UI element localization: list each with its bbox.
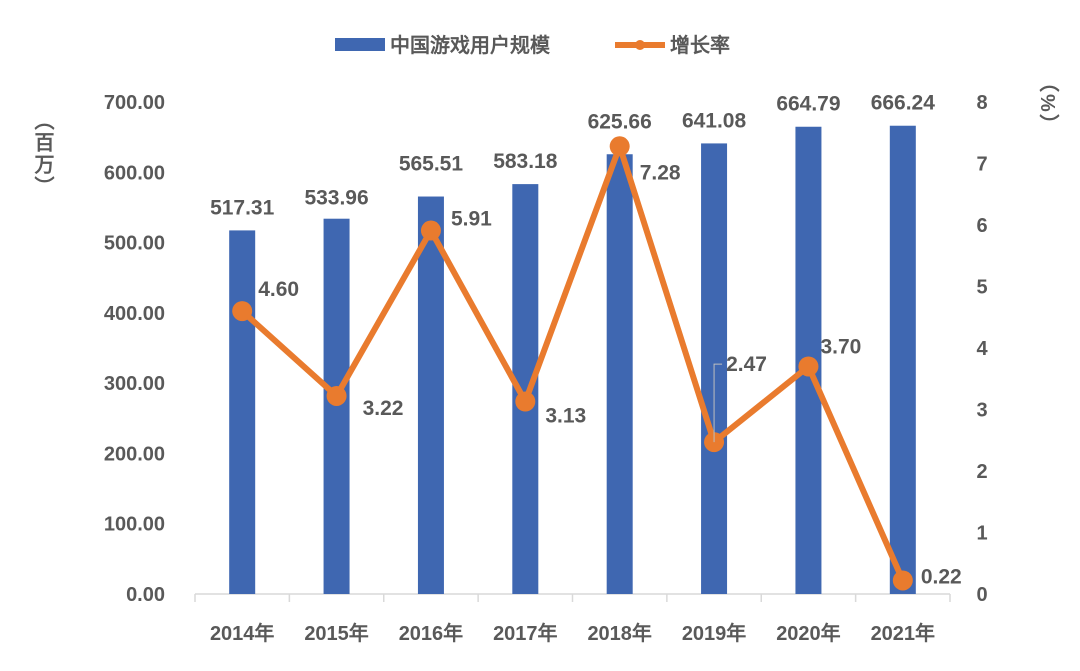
- growth-point: [232, 301, 253, 322]
- bar: [417, 196, 444, 594]
- line-data-label: 7.28: [640, 161, 681, 184]
- y-right-axis-title: （%）: [1036, 72, 1059, 136]
- growth-line: [240, 143, 906, 582]
- y-left-tick-label: 700.00: [104, 92, 165, 114]
- y-right-tick-label: 2: [976, 461, 987, 483]
- bar: [323, 218, 350, 594]
- bar: [606, 154, 633, 594]
- bar-data-label: 641.08: [682, 109, 747, 132]
- legend-line-marker: [635, 40, 645, 50]
- line-data-label: 0.22: [921, 565, 962, 588]
- bar-data-label: 664.79: [776, 93, 840, 116]
- y-right-tick-label: 3: [976, 400, 987, 422]
- x-tick-label: 2021年: [871, 621, 936, 645]
- legend-bar-label: 中国游戏用户规模: [390, 33, 551, 57]
- y-left-tick-label: 500.00: [104, 233, 165, 255]
- y-right-tick-label: 0: [976, 584, 987, 606]
- legend-bar-swatch: [335, 38, 385, 51]
- y-left-tick-label: 300.00: [104, 373, 165, 395]
- bar-data-label: 625.66: [588, 110, 652, 133]
- bar-data-label: 517.31: [210, 196, 275, 219]
- y-right-tick-label: 6: [976, 215, 987, 237]
- bar-data-label: 666.24: [871, 92, 936, 115]
- growth-point: [515, 391, 536, 412]
- growth-point: [609, 136, 630, 157]
- y-left-tick-label: 400.00: [104, 303, 165, 325]
- growth-point: [798, 356, 819, 377]
- leader-line: [713, 363, 723, 443]
- y-right-tick-label: 5: [976, 277, 987, 299]
- line-data-label: 3.13: [545, 405, 586, 428]
- y-right-tick-label: 8: [976, 92, 987, 114]
- y-right-tick-label: 4: [976, 338, 988, 360]
- bar: [889, 125, 916, 594]
- legend-line-label: 增长率: [670, 33, 730, 57]
- line-data-label: 4.60: [258, 278, 299, 301]
- line-data-label: 2.47: [726, 353, 767, 376]
- x-tick-label: 2018年: [587, 621, 652, 645]
- y-left-axis-title: （百万）: [31, 110, 55, 198]
- bar-data-label: 583.18: [493, 150, 558, 173]
- bar-data-label: 565.51: [399, 153, 464, 176]
- growth-point: [420, 220, 441, 241]
- x-tick-label: 2020年: [776, 621, 841, 645]
- line-data-label: 5.91: [451, 208, 492, 231]
- y-left-tick-label: 0.00: [126, 584, 165, 606]
- x-tick-label: 2015年: [304, 621, 369, 645]
- line-data-label: 3.22: [363, 397, 404, 420]
- bar-data-label: 533.96: [304, 187, 368, 210]
- x-tick-label: 2014年: [210, 621, 275, 645]
- y-left-tick-label: 100.00: [104, 514, 165, 536]
- x-tick-label: 2019年: [682, 621, 747, 645]
- growth-point: [326, 385, 347, 406]
- y-left-tick-label: 200.00: [104, 443, 165, 465]
- y-right-tick-label: 1: [976, 523, 987, 545]
- growth-point: [892, 570, 913, 591]
- x-tick-label: 2016年: [399, 621, 464, 645]
- line-data-label: 3.70: [820, 335, 861, 358]
- y-right-tick-label: 7: [976, 154, 987, 176]
- y-left-tick-label: 600.00: [104, 162, 165, 184]
- bar: [229, 230, 256, 594]
- x-tick-label: 2017年: [493, 621, 558, 645]
